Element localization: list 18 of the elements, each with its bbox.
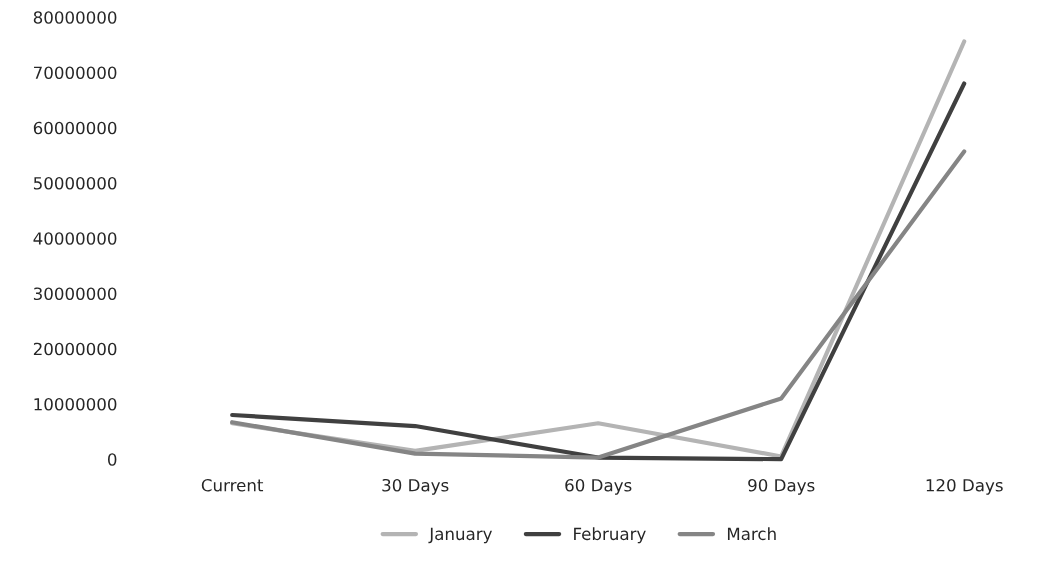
line-series (230, 149, 967, 460)
x-tick-label: Current (201, 478, 264, 492)
y-tick-label: 40000000 (33, 232, 117, 245)
x-tick-label: 120 Days (926, 478, 1003, 495)
x-tick-label: 30 Days (382, 478, 449, 495)
y-tick-label: 50000000 (33, 176, 117, 190)
y-tick-label: 20000000 (33, 342, 117, 356)
y-tick-label: 70000000 (34, 66, 117, 80)
y-tick-label: 0 (107, 453, 117, 466)
y-tick-label: 80000000 (33, 11, 117, 24)
legend-label: January (428, 527, 492, 544)
y-tick-label: 30000000 (33, 287, 117, 301)
y-tick-label: 60000000 (33, 121, 117, 135)
x-tick-label: 90 Days (748, 478, 815, 495)
y-tick-label: 10000000 (34, 397, 117, 411)
legend-label: February (574, 527, 646, 544)
x-tick-label: 60 Days (565, 478, 632, 495)
legend-label: March (727, 527, 776, 541)
